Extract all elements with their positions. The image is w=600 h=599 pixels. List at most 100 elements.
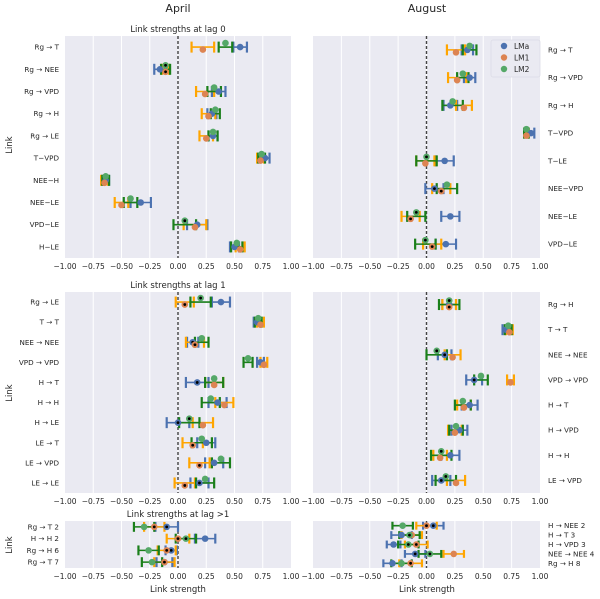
point-lm1 bbox=[450, 550, 458, 558]
point-lm2 bbox=[209, 128, 217, 136]
link-label: Rg → H bbox=[548, 101, 574, 110]
panel-august-lag-1: −1.00 −0.75 −0.50 −0.25 0.00 0.25 0.50 0.75 1.00… bbox=[302, 521, 595, 581]
link-label: VPD → VPD bbox=[548, 375, 589, 384]
x-tick-label: 0.00 bbox=[170, 497, 187, 506]
link-label: LE → LE bbox=[31, 478, 59, 487]
x-tick-label: 0.50 bbox=[475, 262, 492, 271]
x-tick-label: −1.00 bbox=[302, 572, 325, 581]
x-tick-label: 0.75 bbox=[254, 497, 271, 506]
link-label: Rg → LE bbox=[30, 131, 59, 140]
link-label: Rg → LE bbox=[30, 298, 59, 307]
link-label: LE → T bbox=[35, 438, 59, 447]
point-lm1 bbox=[201, 90, 209, 98]
x-tick-label: −0.25 bbox=[387, 262, 410, 271]
significance-marker bbox=[414, 543, 418, 546]
significance-marker bbox=[425, 524, 428, 528]
significance-marker bbox=[187, 417, 191, 421]
point-lm2 bbox=[102, 173, 109, 180]
legend-label-lm1: LM1 bbox=[514, 54, 530, 63]
significance-marker bbox=[435, 349, 439, 353]
significance-marker bbox=[439, 189, 443, 193]
significance-marker bbox=[409, 561, 413, 565]
point-lm2 bbox=[466, 42, 473, 50]
link-label: Rg → H 6 bbox=[27, 546, 60, 555]
link-label: Rg → NEE bbox=[24, 65, 59, 74]
y-axis-label-lag0: Link bbox=[5, 136, 15, 153]
significance-marker bbox=[425, 155, 428, 159]
point-lm2 bbox=[210, 375, 218, 382]
point-lm2 bbox=[244, 355, 252, 362]
x-tick-label: −0.50 bbox=[110, 262, 133, 271]
point-lm2 bbox=[258, 150, 265, 158]
x-tick-label: −1.00 bbox=[54, 262, 77, 271]
link-label: H → VPD bbox=[548, 426, 579, 435]
significance-marker bbox=[193, 343, 197, 347]
x-tick-label: −0.75 bbox=[330, 572, 353, 581]
point-lm1 bbox=[236, 246, 244, 253]
point-lm1 bbox=[118, 201, 125, 209]
point-lm2 bbox=[140, 523, 148, 531]
panel-title-lag-gt1: Link strengths at lag >1 bbox=[127, 510, 229, 520]
point-lma bbox=[466, 401, 473, 409]
x-tick-label: −0.75 bbox=[82, 497, 105, 506]
significance-marker bbox=[183, 303, 187, 306]
point-lm1 bbox=[453, 76, 461, 84]
x-tick-label: −1.00 bbox=[302, 497, 325, 506]
x-axis-label-april: Link strength bbox=[150, 585, 206, 595]
point-lma bbox=[466, 74, 473, 81]
point-lma bbox=[202, 439, 210, 447]
column-title-april: April bbox=[165, 2, 190, 15]
link-label: VPD−LE bbox=[30, 220, 60, 229]
significance-marker bbox=[191, 443, 195, 447]
significance-marker bbox=[406, 543, 410, 546]
x-tick-label: 0.25 bbox=[198, 572, 215, 581]
link-label: VPD−LE bbox=[548, 240, 578, 249]
point-lm2 bbox=[207, 395, 215, 402]
point-lma bbox=[390, 541, 397, 548]
point-lm2 bbox=[477, 372, 485, 380]
significance-marker bbox=[433, 187, 436, 191]
point-lm1 bbox=[191, 223, 199, 231]
point-lma bbox=[442, 240, 450, 248]
point-lm2 bbox=[452, 422, 460, 430]
significance-marker bbox=[428, 552, 432, 556]
significance-marker bbox=[195, 381, 199, 384]
x-tick-label: −1.00 bbox=[54, 572, 77, 581]
legend-marker-lm1 bbox=[500, 54, 508, 61]
x-tick-label: 0.50 bbox=[226, 572, 243, 581]
significance-marker bbox=[447, 299, 451, 302]
x-tick-label: 0.75 bbox=[503, 572, 520, 581]
link-label: H → LE bbox=[34, 418, 59, 427]
point-lma bbox=[215, 88, 222, 95]
point-lm1 bbox=[451, 429, 459, 436]
x-tick-label: 0.50 bbox=[226, 262, 243, 271]
significance-marker bbox=[444, 475, 448, 478]
link-label: Rg → VPD bbox=[548, 73, 583, 82]
link-label: NEE−H bbox=[33, 176, 59, 185]
point-lm2 bbox=[459, 70, 467, 77]
significance-marker bbox=[198, 481, 201, 485]
significance-marker bbox=[169, 548, 173, 552]
point-lm1 bbox=[257, 157, 264, 164]
link-label: NEE → NEE 4 bbox=[548, 549, 595, 558]
link-label: Rg → H bbox=[33, 109, 59, 118]
x-tick-label: −0.75 bbox=[330, 497, 353, 506]
significance-marker bbox=[176, 537, 180, 541]
x-tick-label: −0.75 bbox=[82, 262, 105, 271]
point-lm2 bbox=[504, 322, 512, 329]
x-tick-label: 1.00 bbox=[283, 497, 300, 506]
link-label: H → H 2 bbox=[31, 534, 59, 543]
panel-april-lag-1: −1.00 −0.75 −0.50 −0.25 0.00 0.25 0.50 0.75 1.00… bbox=[19, 292, 300, 506]
point-lm1 bbox=[422, 160, 429, 167]
point-lm2 bbox=[198, 334, 206, 342]
point-lma bbox=[236, 43, 244, 51]
significance-marker bbox=[423, 238, 427, 242]
significance-marker bbox=[152, 525, 156, 529]
x-tick-label: 0.00 bbox=[170, 572, 187, 581]
point-lm1 bbox=[101, 179, 108, 187]
x-tick-label: 0.25 bbox=[447, 497, 464, 506]
x-tick-label: −0.75 bbox=[330, 262, 353, 271]
panel-title-lag0: Link strengths at lag 0 bbox=[130, 25, 225, 35]
x-tick-label: −0.25 bbox=[138, 497, 161, 506]
point-lma bbox=[156, 66, 164, 73]
